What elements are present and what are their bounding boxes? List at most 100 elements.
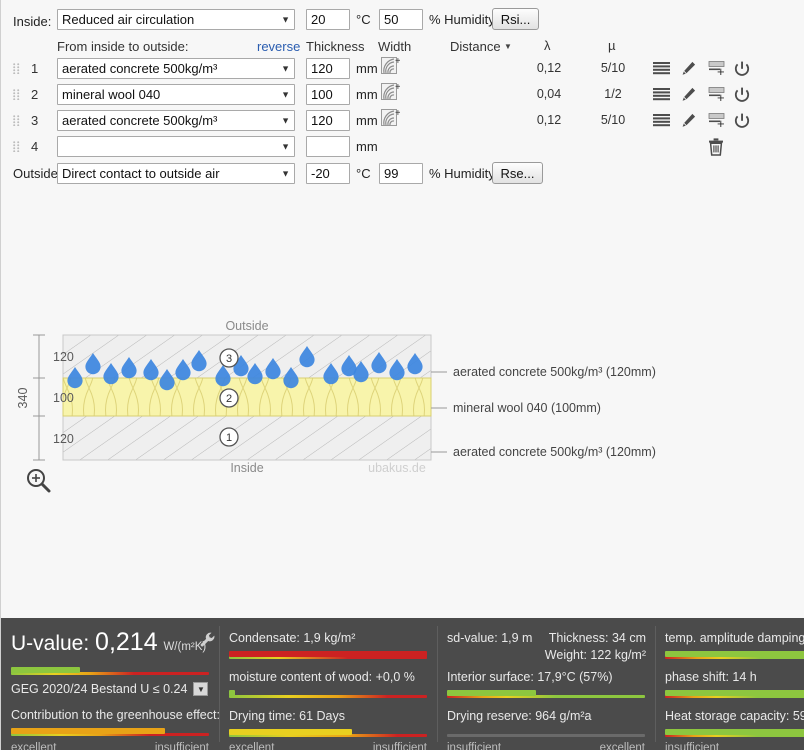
layer-width-icon[interactable]: + [381, 83, 400, 102]
distance-caret-icon[interactable]: ▼ [504, 42, 512, 51]
layer-drag-handle[interactable] [13, 140, 20, 155]
inside-humidity-unit: % Humidity [429, 12, 495, 27]
layer-thickness-value: 120 [311, 113, 333, 128]
layer-thickness-value: 120 [311, 61, 333, 76]
zoom-in-icon[interactable] [27, 469, 51, 493]
layer-material-select[interactable]: aerated concrete 500kg/m³ ▼ [57, 58, 295, 79]
chevron-down-icon: ▼ [281, 168, 290, 178]
layer-toggle-icon[interactable] [734, 61, 750, 77]
surface-column: sd-value: 1,9 m Thickness: 34 cm Weight:… [438, 618, 655, 750]
layer-options-icon[interactable] [653, 62, 670, 75]
layer-thickness-input[interactable]: 100 [306, 84, 350, 105]
inside-label: Inside: [13, 13, 52, 29]
heat-storage-label: Heat storage capacity: 59 [665, 709, 804, 723]
layer-add-icon[interactable]: + [708, 113, 727, 128]
svg-text:+: + [717, 90, 725, 102]
interior-surface-bar [447, 687, 645, 699]
drying-reserve-bar [447, 726, 645, 738]
layer-width-icon[interactable]: + [381, 57, 400, 76]
thickness-scale [33, 334, 45, 461]
layer-edit-icon[interactable] [681, 113, 696, 128]
moisture-column: Condensate: 1,9 kg/m² moisture content o… [220, 618, 437, 750]
layer-options-icon[interactable] [653, 114, 670, 127]
uvalue-unit: W/(m²K) [163, 641, 207, 653]
results-panel: U-value: 0,214 W/(m²K) GEG 2020/24 Besta… [1, 618, 804, 750]
sd-value-label: sd-value: 1,9 m [447, 631, 533, 645]
layer-options-icon[interactable] [653, 88, 670, 101]
layer-lambda-value: 0,12 [536, 61, 562, 75]
rsi-button[interactable]: Rsi... [492, 8, 539, 30]
chevron-down-icon: ▼ [281, 14, 290, 24]
inside-row: Inside: [13, 8, 51, 34]
moisture-wood-bar [229, 687, 427, 699]
layer-drag-handle[interactable] [13, 88, 20, 103]
drying-time-bar [229, 726, 427, 738]
rse-button[interactable]: Rse... [492, 162, 543, 184]
phase-shift-bar [665, 687, 804, 699]
layer-toggle-icon[interactable] [734, 87, 750, 103]
layer-material-select[interactable]: ▼ [57, 136, 295, 157]
layer-thickness-unit: mm [356, 61, 378, 76]
wrench-icon[interactable] [199, 631, 217, 649]
layer-material-select[interactable]: mineral wool 040 ▼ [57, 84, 295, 105]
layer-add-icon[interactable]: + [708, 87, 727, 102]
layer-thickness-unit: mm [356, 113, 378, 128]
layer-index: 3 [31, 113, 39, 128]
inside-temperature-input[interactable]: 20 [306, 9, 350, 30]
reverse-link[interactable]: reverse [257, 39, 301, 54]
svg-text:1: 1 [226, 432, 232, 444]
layer-width-icon[interactable]: + [381, 109, 400, 128]
standard-dropdown-icon[interactable]: ▼ [193, 682, 209, 696]
svg-text:+: + [395, 109, 400, 119]
svg-text:+: + [395, 57, 400, 67]
layer-index: 1 [31, 61, 39, 76]
scale-left-label: insufficient [447, 742, 502, 750]
layer-drag-handle[interactable] [13, 114, 20, 129]
outside-environment-select[interactable]: Direct contact to outside air ▼ [57, 163, 295, 184]
layer-thickness-input[interactable]: 120 [306, 110, 350, 131]
uvalue-number: 0,214 [95, 628, 158, 656]
outside-humidity-value: 99 [384, 166, 399, 181]
layer-add-icon[interactable]: + [708, 61, 727, 76]
scale-right-label: insufficient [372, 742, 427, 750]
layer-material-value: aerated concrete 500kg/m³ [62, 61, 218, 76]
layer-index: 4 [31, 139, 39, 154]
standard-selector[interactable]: GEG 2020/24 Bestand U ≤ 0.24 ▼ [11, 682, 209, 696]
chevron-down-icon: ▼ [281, 63, 290, 73]
layer-edit-icon[interactable] [681, 87, 696, 102]
column-header-distance[interactable]: Distance [450, 39, 501, 54]
input-form-area: Inside: Reduced air circulation ▼ 20 °C … [1, 0, 804, 200]
outside-environment-value: Direct contact to outside air [62, 166, 220, 181]
inside-environment-select[interactable]: Reduced air circulation ▼ [57, 9, 295, 30]
outside-temperature-input[interactable]: -20 [306, 163, 350, 184]
layer-edit-icon[interactable] [681, 61, 696, 76]
uvalue-rating-bar [11, 664, 209, 676]
outside-humidity-unit: % Humidity [429, 166, 495, 181]
layer-material-value: aerated concrete 500kg/m³ [62, 113, 218, 128]
thermal-column: temp. amplitude damping phase shift: 14 … [656, 618, 804, 750]
layer-delete-icon[interactable] [708, 138, 724, 156]
layer-material-select[interactable]: aerated concrete 500kg/m³ ▼ [57, 110, 295, 131]
layer-badge-2: 2 [219, 388, 239, 408]
diagram-layer-label-1: aerated concrete 500kg/m³ (120mm) [453, 445, 656, 459]
svg-text:+: + [395, 83, 400, 93]
column-header-thickness: Thickness [306, 39, 365, 54]
layer-index: 2 [31, 87, 39, 102]
layer-mu-value: 1/2 [604, 87, 622, 101]
inside-humidity-value: 50 [384, 12, 399, 27]
panel-divider [655, 626, 656, 742]
layer-thickness-input[interactable]: 120 [306, 58, 350, 79]
tick-label-top: 120 [53, 350, 74, 364]
layer-thickness-input[interactable] [306, 136, 350, 157]
inside-environment-value: Reduced air circulation [62, 12, 195, 27]
panel-divider [437, 626, 438, 742]
inside-humidity-input[interactable]: 50 [379, 9, 423, 30]
outside-humidity-input[interactable]: 99 [379, 163, 423, 184]
layer-mu-value: 5/10 [600, 113, 626, 127]
layer-toggle-icon[interactable] [734, 113, 750, 129]
layer-drag-handle[interactable] [13, 62, 20, 77]
svg-text:3: 3 [226, 353, 232, 365]
wall-cross-section-diagram: Outside Inside ubakus.de 3 2 [16, 319, 656, 493]
layer-lambda-value: 0,04 [536, 87, 562, 101]
